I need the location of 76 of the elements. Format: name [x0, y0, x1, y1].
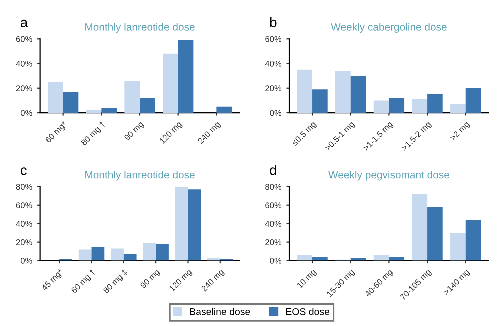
- bar: [188, 190, 202, 261]
- bar: [48, 82, 64, 114]
- bar: [428, 94, 443, 114]
- bar: [156, 244, 169, 261]
- bar: [389, 98, 405, 114]
- y-tick-label: 80%: [266, 184, 282, 190]
- x-tick-label: 10 mg: [296, 268, 318, 290]
- x-tick-label: 240 mg: [197, 121, 222, 146]
- x-tick-label: 120 mg: [169, 268, 194, 294]
- bar: [389, 257, 405, 261]
- bar: [78, 250, 92, 261]
- y-tick-label: 0%: [20, 110, 32, 116]
- bar: [208, 258, 220, 261]
- bar: [466, 220, 482, 261]
- bar: [450, 104, 466, 114]
- y-tick-label: 40%: [265, 60, 282, 67]
- y-tick-label: 20%: [16, 240, 32, 246]
- bar: [216, 106, 232, 114]
- y-tick-label: 0%: [270, 258, 282, 264]
- chart-title: Monthly lanreotide dose: [86, 23, 195, 33]
- x-tick-label: >2 mg: [450, 121, 471, 142]
- bar: [92, 246, 105, 261]
- y-tick-label: 40%: [16, 60, 32, 67]
- x-tick-label: 120 mg: [159, 121, 184, 146]
- y-tick-label: 20%: [266, 86, 282, 92]
- bar: [63, 92, 79, 114]
- x-tick-label: 60 mg †: [70, 268, 97, 295]
- bar: [124, 80, 140, 114]
- y-tick-label: 60%: [266, 36, 282, 42]
- bar: [178, 40, 194, 114]
- bar: [312, 90, 328, 114]
- bar: [175, 186, 188, 261]
- x-tick-label: 80 mg †: [80, 121, 107, 148]
- bar: [140, 98, 156, 114]
- bar: [143, 243, 156, 261]
- bar: [412, 194, 428, 261]
- y-tick-label: 60%: [16, 202, 32, 208]
- legend-label: EOS dose: [286, 308, 330, 316]
- chart-title: Monthly lanreotide dose: [86, 171, 195, 181]
- bar: [412, 99, 428, 114]
- y-tick-label: 60%: [16, 36, 32, 42]
- y-tick-label: 40%: [265, 221, 282, 227]
- bar: [466, 88, 482, 114]
- bar: [428, 207, 443, 261]
- chart-title: Weekly pegvisomant dose: [328, 171, 450, 181]
- bar: [297, 255, 313, 261]
- y-tick-label: 20%: [266, 240, 282, 246]
- x-tick-label: 90 mg: [140, 268, 162, 290]
- x-tick-label: 90 mg: [124, 121, 146, 142]
- bar: [350, 76, 366, 114]
- text: a: [20, 20, 28, 28]
- bar: [450, 233, 466, 261]
- y-tick-label: 60%: [266, 202, 282, 208]
- bar: [86, 110, 102, 114]
- bar: [297, 70, 313, 114]
- bar: [111, 248, 124, 261]
- x-tick-label: 60 mg*: [45, 120, 69, 145]
- y-tick-label: 0%: [20, 258, 32, 264]
- y-tick-label: 0%: [270, 110, 282, 116]
- y-tick-label: 40%: [16, 221, 32, 227]
- bar: [124, 254, 137, 261]
- text: c: [20, 168, 27, 176]
- bar: [102, 108, 117, 114]
- y-tick-label: 20%: [16, 86, 32, 92]
- text: d: [270, 165, 276, 176]
- bar: [336, 71, 351, 114]
- bar: [312, 257, 328, 261]
- text: b: [270, 17, 277, 28]
- bar: [163, 54, 178, 114]
- x-tick-label: 45 mg*: [41, 268, 66, 292]
- y-tick-label: 80%: [16, 184, 32, 190]
- bar: [374, 100, 390, 114]
- x-tick-label: 80 mg ‡: [102, 268, 130, 295]
- x-tick-label: 240 mg: [201, 268, 226, 294]
- legend-label: Baseline dose: [190, 308, 250, 316]
- chart-title: Weekly cabergoline dose: [331, 23, 447, 33]
